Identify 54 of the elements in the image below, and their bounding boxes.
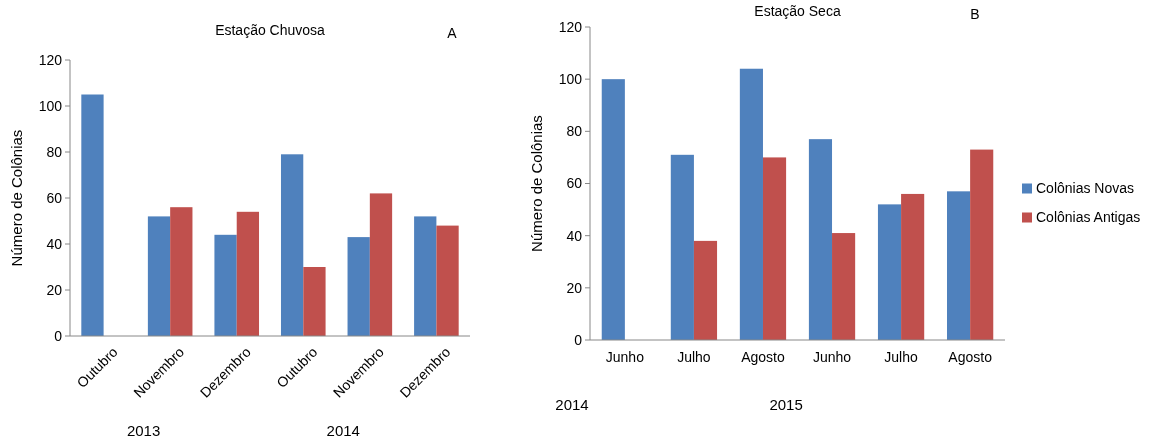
text: 2013 — [126, 422, 161, 439]
chart-title: Estação Seca — [754, 3, 841, 19]
y-tick-label: 60 — [566, 175, 583, 192]
y-tick-label: 120 — [38, 51, 63, 68]
x-tick-label: Junho — [605, 349, 645, 365]
bar — [170, 207, 193, 336]
bar — [214, 234, 237, 336]
y-tick-label: 20 — [46, 281, 63, 298]
text: A — [447, 25, 458, 41]
y-axis-title: Número de Colônias — [528, 115, 545, 252]
y-axis-title: Número de Colônias — [8, 129, 25, 267]
y-tick-label: 80 — [566, 123, 583, 140]
text: 2014 — [326, 422, 360, 439]
y-tick-label: 80 — [46, 143, 63, 160]
bar — [808, 139, 833, 340]
bar — [347, 237, 370, 336]
x-tick-label: Agosto — [741, 349, 785, 365]
y-tick-label: 0 — [574, 331, 583, 348]
bar — [970, 149, 994, 340]
chart-title: Estação Chuvosa — [215, 22, 326, 38]
y-tick-label: 20 — [566, 279, 583, 296]
x-tick-label: Agosto — [948, 349, 993, 365]
bar — [693, 240, 718, 340]
bar — [947, 191, 971, 340]
x-tick-label: Junho — [812, 349, 852, 365]
text: 2014 — [555, 396, 589, 413]
bar — [147, 216, 171, 336]
y-tick-label: 40 — [566, 227, 583, 244]
bar — [236, 211, 260, 336]
y-tick-label: 60 — [46, 189, 63, 206]
bar — [832, 233, 856, 340]
bar — [901, 193, 925, 340]
legend-label: Colônias Antigas — [1036, 209, 1141, 226]
y-tick-label: 100 — [38, 97, 63, 114]
y-tick-label: 120 — [558, 18, 583, 35]
bar — [762, 157, 787, 340]
bar — [280, 154, 304, 336]
bar — [303, 267, 326, 336]
bar — [81, 94, 104, 336]
y-tick-label: 40 — [46, 235, 63, 252]
y-tick-label: 100 — [558, 71, 583, 88]
bar — [670, 154, 694, 340]
x-tick-label: Julho — [677, 349, 711, 365]
bar — [739, 68, 763, 340]
y-tick-label: 0 — [54, 327, 63, 344]
text: 2015 — [769, 396, 803, 413]
bar — [601, 79, 625, 340]
bar — [369, 193, 393, 336]
legend-label: Colônias Novas — [1036, 180, 1135, 197]
bar — [877, 204, 902, 340]
bar — [436, 225, 459, 336]
text: B — [970, 6, 980, 22]
x-tick-label: Julho — [884, 349, 919, 365]
bar — [414, 216, 437, 336]
